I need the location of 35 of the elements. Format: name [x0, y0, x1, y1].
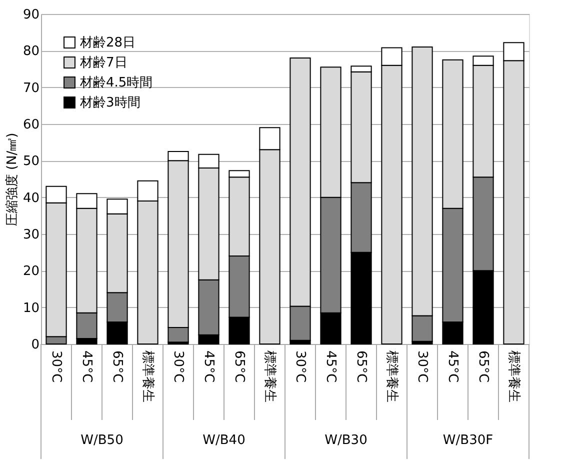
x-tick-label: 45°C: [444, 350, 460, 383]
x-tick-label: 65°C: [109, 350, 124, 383]
text: W/B30: [324, 433, 368, 448]
x-tick-label: 30°C: [48, 350, 64, 383]
y-tick-label: 10: [22, 300, 40, 316]
y-axis-title: 圧縮強度 (N/㎟): [4, 132, 20, 226]
legend-label: 材齢3時間: [79, 96, 140, 110]
x-tick-label: 65°C: [231, 350, 246, 383]
y-tick-label: 20: [22, 264, 40, 280]
x-tick-label: 30°C: [292, 350, 308, 383]
x-tick-label: 45°C: [200, 350, 216, 383]
x-tick-label: 30°C: [414, 350, 430, 383]
x-tick-label: 65°C: [475, 350, 490, 383]
y-tick-label: 90: [22, 8, 40, 22]
y-tick-label: 70: [22, 80, 40, 96]
x-tick-label: 標準養生: [384, 350, 399, 402]
legend-label: 材齢4.5時間: [79, 76, 153, 90]
x-tick-label: 65°C: [353, 350, 368, 383]
legend-label: 材齢7日: [79, 56, 128, 70]
x-tick-label: 45°C: [78, 350, 94, 383]
y-tick-label: 40: [22, 190, 40, 206]
y-tick-label: 50: [22, 154, 40, 170]
x-tick-label: 標準養生: [506, 350, 521, 402]
x-tick-label: 45°C: [322, 350, 338, 383]
y-tick-label: 60: [22, 118, 40, 132]
text: W/B40: [202, 433, 246, 448]
x-tick-label: 標準養生: [262, 350, 277, 402]
text: W/B30F: [442, 433, 494, 448]
y-tick-label: 30: [22, 228, 40, 242]
x-tick-label: 30°C: [170, 350, 186, 383]
text: W/B50: [80, 433, 124, 448]
legend-label: 材齢28日: [79, 36, 136, 50]
y-tick-label: 80: [22, 44, 40, 60]
y-tick-label: 0: [31, 338, 40, 352]
x-tick-label: 標準養生: [140, 350, 155, 402]
